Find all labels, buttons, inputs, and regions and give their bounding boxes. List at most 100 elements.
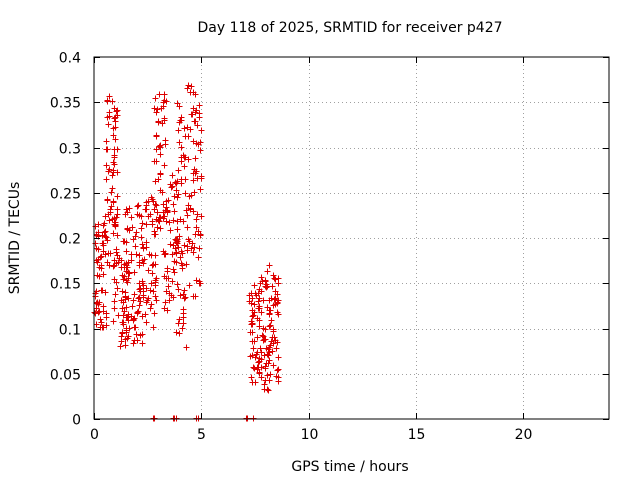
data-point xyxy=(170,201,177,208)
x-axis-label: GPS time / hours xyxy=(291,459,408,475)
data-point xyxy=(151,105,158,112)
data-point xyxy=(194,211,201,218)
data-point xyxy=(270,326,277,333)
data-point xyxy=(181,295,188,302)
data-point xyxy=(274,367,281,374)
data-point xyxy=(169,172,176,179)
data-point xyxy=(170,217,177,224)
data-point xyxy=(131,269,138,276)
x-tick-label: 10 xyxy=(301,427,319,443)
data-point xyxy=(167,227,174,234)
data-point xyxy=(112,136,119,143)
data-point xyxy=(114,169,121,176)
data-point xyxy=(188,83,195,90)
y-tick-label: 0.2 xyxy=(59,232,81,248)
data-point xyxy=(195,141,202,148)
data-point xyxy=(181,287,188,294)
data-point xyxy=(267,322,274,329)
data-point xyxy=(246,292,253,299)
data-point xyxy=(138,225,145,232)
data-point xyxy=(266,357,273,364)
data-point xyxy=(175,244,182,251)
data-point xyxy=(106,93,113,100)
data-point xyxy=(110,132,117,139)
data-point xyxy=(154,106,161,113)
data-point xyxy=(274,339,281,346)
data-point xyxy=(256,317,263,324)
data-point xyxy=(126,205,133,212)
data-point xyxy=(198,127,205,134)
data-point xyxy=(112,124,119,131)
data-point xyxy=(157,225,164,232)
data-point xyxy=(271,296,278,303)
data-point xyxy=(173,329,180,336)
data-point xyxy=(140,260,147,267)
data-point xyxy=(174,226,181,233)
data-point xyxy=(111,221,118,228)
data-point xyxy=(103,138,110,145)
data-point xyxy=(141,256,148,263)
data-point xyxy=(97,316,104,323)
y-tick-label: 0.15 xyxy=(50,277,81,293)
data-point xyxy=(104,197,111,204)
data-point xyxy=(190,293,197,300)
data-point xyxy=(193,107,200,114)
data-point xyxy=(155,176,162,183)
data-point xyxy=(156,218,163,225)
data-point xyxy=(155,119,162,126)
y-axis-label: SRMTID / TECUs xyxy=(7,182,23,295)
data-point xyxy=(100,222,107,229)
data-point xyxy=(153,146,160,153)
data-point xyxy=(123,262,130,269)
data-point xyxy=(184,124,191,131)
data-point xyxy=(139,220,146,227)
data-point xyxy=(267,371,274,378)
data-point xyxy=(171,269,178,276)
data-point xyxy=(271,275,278,282)
data-point xyxy=(157,187,164,194)
data-point xyxy=(185,82,192,89)
data-point xyxy=(179,250,186,257)
data-point xyxy=(193,216,200,223)
data-point xyxy=(135,308,142,315)
data-point xyxy=(169,251,176,258)
data-point xyxy=(263,360,270,367)
y-tick-label: 0.3 xyxy=(59,142,81,158)
data-point xyxy=(160,215,167,222)
data-point xyxy=(181,163,188,170)
data-point xyxy=(270,272,277,279)
chart-title: Day 118 of 2025, SRMTID for receiver p42… xyxy=(197,20,502,36)
data-point xyxy=(196,110,203,117)
data-point xyxy=(164,265,171,272)
data-point xyxy=(178,144,185,151)
data-point xyxy=(197,147,204,154)
data-point xyxy=(163,204,170,211)
data-point xyxy=(192,155,199,162)
data-point xyxy=(104,98,111,105)
data-point xyxy=(176,233,183,240)
data-point xyxy=(165,275,172,282)
data-point xyxy=(153,133,160,140)
data-point xyxy=(152,95,159,102)
data-point xyxy=(106,217,113,224)
data-point xyxy=(259,332,266,339)
data-point xyxy=(129,303,136,310)
data-point xyxy=(162,299,169,306)
x-tick-label: 15 xyxy=(408,427,426,443)
data-point xyxy=(275,311,282,318)
data-point xyxy=(190,249,197,256)
data-point xyxy=(251,365,258,372)
data-point xyxy=(123,206,130,213)
data-point xyxy=(188,192,195,199)
data-point xyxy=(166,297,173,304)
data-point xyxy=(176,316,183,323)
data-point xyxy=(149,262,156,269)
data-point xyxy=(255,305,262,312)
data-point xyxy=(135,295,142,302)
data-point xyxy=(126,270,133,277)
data-point xyxy=(112,291,119,298)
data-point xyxy=(161,97,168,104)
data-point xyxy=(273,345,280,352)
data-point xyxy=(120,321,127,328)
